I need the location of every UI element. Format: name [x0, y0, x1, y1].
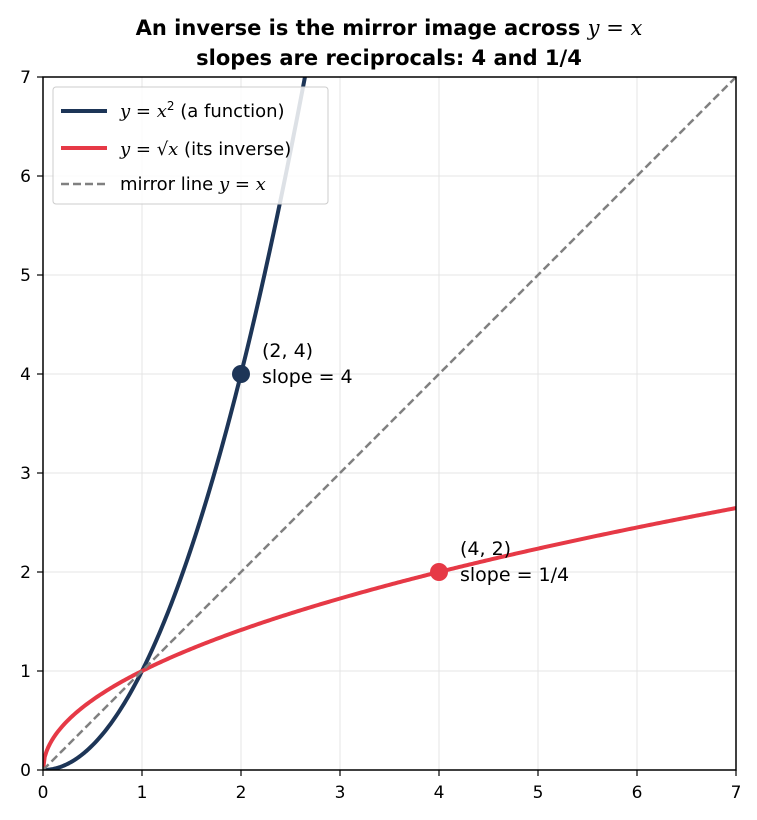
x-tick-label: 5 — [533, 783, 544, 803]
point-label-coords-0: (2, 4) — [262, 340, 313, 362]
y-tick-label: 1 — [20, 662, 31, 682]
point-marker-0 — [232, 365, 250, 383]
series-line-0 — [43, 77, 307, 770]
x-tick-label: 7 — [731, 783, 742, 803]
axes: 0 1 2 3 4 5 6 7 0 1 2 3 4 5 6 7 — [20, 68, 741, 803]
series-line-1 — [43, 506, 736, 770]
y-tick-label: 3 — [20, 464, 31, 484]
point-label-slope-0: slope = 4 — [262, 366, 353, 388]
plot-frame — [42, 76, 737, 771]
x-tick-label: 6 — [632, 783, 643, 803]
y-tick-label: 4 — [20, 365, 31, 385]
y-tick-label: 0 — [20, 761, 31, 781]
y-tick-label: 5 — [20, 266, 31, 286]
x-tick-label: 4 — [434, 783, 445, 803]
legend: y = x2 (a function) y = √x (its inverse)… — [52, 86, 329, 205]
y-tick-label: 2 — [20, 563, 31, 583]
legend-box — [52, 86, 329, 205]
points-layer: (2, 4) slope = 4 (4, 2) slope = 1/4 — [232, 340, 569, 586]
y-tick-label: 7 — [20, 68, 31, 88]
x-tick-label: 1 — [137, 783, 148, 803]
point-marker-1 — [430, 563, 448, 581]
y-tick-label: 6 — [20, 167, 31, 187]
series-layer — [43, 77, 736, 770]
chart-title-line2: slopes are reciprocals: 4 and 1/4 — [196, 46, 582, 70]
legend-label-parabola: y = x2 (a function) — [119, 99, 285, 122]
legend-label-mirror: mirror line y = x — [120, 174, 266, 195]
x-tick-label: 2 — [236, 783, 247, 803]
point-label-coords-1: (4, 2) — [460, 538, 511, 560]
chart-title-line1: An inverse is the mirror image across y … — [136, 16, 643, 40]
x-tick-label: 3 — [335, 783, 346, 803]
x-tick-label: 0 — [38, 783, 49, 803]
chart-title-math: y = x — [587, 16, 643, 40]
point-label-slope-1: slope = 1/4 — [460, 564, 569, 586]
legend-label-sqrt: y = √x (its inverse) — [119, 139, 291, 160]
series-line-2 — [43, 77, 736, 770]
